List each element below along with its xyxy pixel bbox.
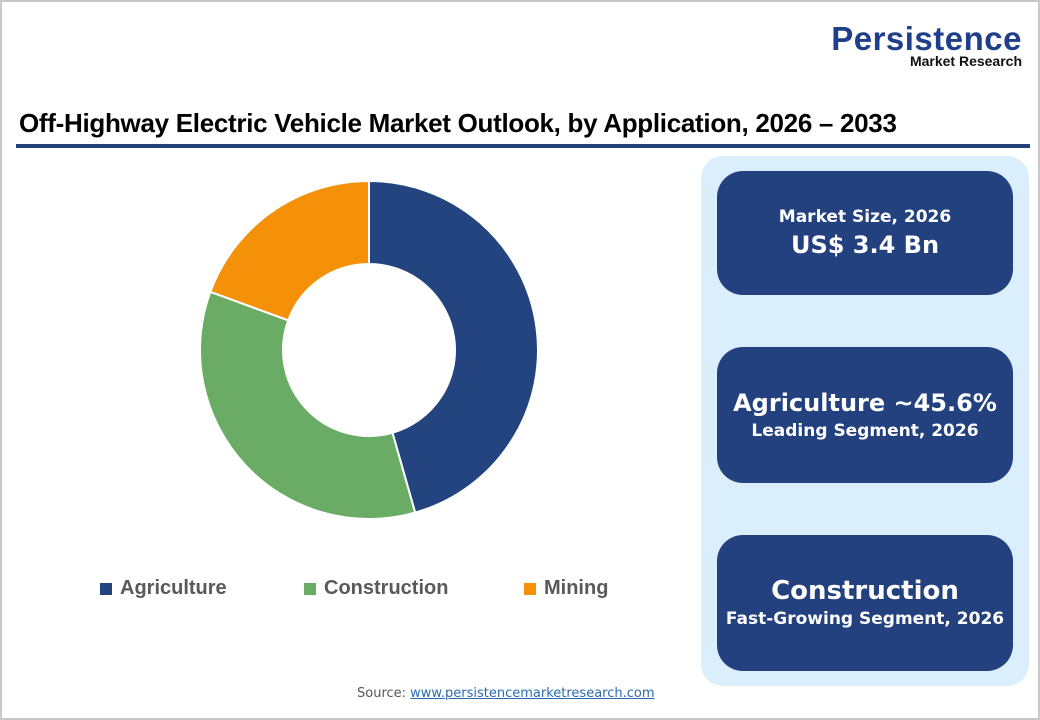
donut-slice-construction <box>199 290 417 520</box>
legend-label: Mining <box>544 577 609 599</box>
legend-label: Construction <box>324 577 449 599</box>
title-underline <box>16 144 1030 148</box>
fastest-segment-card: Construction Fast-Growing Segment, 2026 <box>717 535 1013 671</box>
company-logo: Persistence Market Research <box>831 20 1022 69</box>
legend-item-construction: Construction <box>304 577 524 600</box>
donut-slice-mining <box>209 180 370 322</box>
donut-slice-agriculture <box>368 180 539 514</box>
market-size-card: Market Size, 2026 US$ 3.4 Bn <box>717 171 1013 295</box>
legend-swatch-mining <box>524 582 536 595</box>
logo-sub-text: Market Research <box>909 53 1022 69</box>
leading-segment-value: Agriculture ~45.6% <box>733 389 997 417</box>
legend-swatch-construction <box>304 582 316 595</box>
logo-main-text: Persistence <box>831 20 1022 57</box>
legend-item-mining: Mining <box>524 577 608 600</box>
page-title: Off-Highway Electric Vehicle Market Outl… <box>19 108 897 138</box>
market-size-value: US$ 3.4 Bn <box>790 231 940 259</box>
donut-chart <box>199 180 539 520</box>
leading-segment-card: Agriculture ~45.6% Leading Segment, 2026 <box>717 347 1013 483</box>
source-prefix: Source: <box>357 686 411 701</box>
fastest-segment-value: Construction <box>771 576 959 606</box>
market-size-label: Market Size, 2026 <box>778 207 952 227</box>
source-note: Source: www.persistencemarketresearch.co… <box>357 686 655 701</box>
legend-label: Agriculture <box>120 577 227 599</box>
source-link[interactable]: www.persistencemarketresearch.com <box>410 686 655 701</box>
fastest-segment-label: Fast-Growing Segment, 2026 <box>725 609 1005 629</box>
legend-swatch-agriculture <box>100 582 112 595</box>
leading-segment-label: Leading Segment, 2026 <box>751 421 979 441</box>
chart-legend: Agriculture Construction Mining <box>100 577 608 600</box>
legend-item-agriculture: Agriculture <box>100 577 304 600</box>
